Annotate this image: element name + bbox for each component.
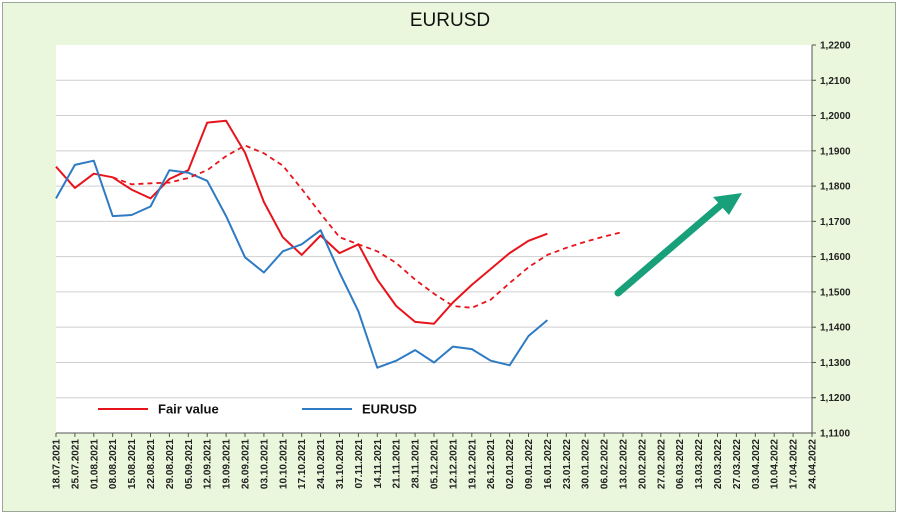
x-tick-label: 26.09.2021 [241,439,252,489]
series-line-eurusd [55,159,549,369]
y-tick-label: 1,2000 [820,111,851,122]
y-tick-label: 1,1100 [820,429,850,440]
x-tick-label: 05.12.2021 [430,439,441,489]
x-tick-label: 24.04.2022 [808,439,819,489]
y-tick-label: 1,1500 [820,287,851,298]
y-tick-label: 1,2200 [820,41,851,52]
x-axis: 18.07.2021 25.07.2021 01.08.2021 08.08.2021… [52,432,819,489]
legend: Fair value EURUSD [98,402,417,417]
x-tick-label: 26.12.2021 [486,439,497,489]
x-tick-label: 13.03.2022 [694,439,705,489]
trend-arrow [614,193,742,297]
x-tick-label: 06.02.2022 [600,439,611,489]
x-tick-label: 08.08.2021 [108,439,119,489]
x-tick-label: 10.10.2021 [278,439,289,489]
x-tick-label: 03.10.2021 [259,439,270,489]
x-tick-label: 20.02.2022 [637,439,648,489]
x-tick-label: 12.09.2021 [203,439,214,489]
series-line-fair-value [55,119,548,325]
x-tick-label: 05.09.2021 [184,439,195,489]
arrow-head [713,193,742,215]
x-tick-label: 02.01.2022 [505,439,516,489]
arrow-shaft [614,200,726,297]
y-axis: 1,1100 1,1200 1,1300 1,1400 1,1500 1,1600 1,17… [811,41,851,440]
x-tick-label: 21.11.2021 [392,439,403,489]
y-tick-label: 1,2100 [820,76,851,87]
x-tick-label: 28.11.2021 [411,439,422,489]
y-tick-label: 1,1400 [820,323,851,334]
chart-title: EURUSD [409,10,491,31]
x-tick-label: 29.08.2021 [165,439,176,489]
x-tick-label: 14.11.2021 [373,439,384,489]
x-tick-label: 24.10.2021 [316,439,327,489]
x-tick-label: 10.04.2022 [770,439,781,489]
x-tick-label: 09.01.2022 [524,439,535,489]
x-tick-label: 18.07.2021 [52,439,63,489]
legend-label: Fair value [158,402,219,417]
x-tick-label: 07.11.2021 [354,439,365,489]
y-tick-label: 1,1600 [820,252,851,263]
x-tick-label: 06.03.2022 [675,439,686,489]
x-tick-label: 17.04.2022 [789,439,800,489]
y-tick-label: 1,1700 [820,217,851,228]
plot-area [56,45,812,433]
y-tick-label: 1,1800 [820,182,851,193]
x-tick-label: 22.08.2021 [146,439,157,489]
x-tick-label: 27.03.2022 [732,439,743,489]
y-tick-label: 1,1300 [820,358,851,369]
x-tick-label: 17.10.2021 [297,439,308,489]
x-tick-label: 13.02.2022 [619,439,630,489]
x-tick-label: 19.09.2021 [222,439,233,489]
x-tick-label: 30.01.2022 [581,439,592,489]
x-tick-label: 31.10.2021 [335,439,346,489]
series-lines [55,119,624,369]
x-tick-label: 03.04.2022 [751,439,762,489]
x-tick-label: 23.01.2022 [562,439,573,489]
x-tick-label: 19.12.2021 [467,439,478,489]
y-tick-label: 1,1200 [820,393,851,404]
x-tick-label: 27.02.2022 [656,439,667,489]
x-tick-label: 12.12.2021 [448,439,459,489]
x-tick-label: 25.07.2021 [70,439,81,489]
x-tick-label: 15.08.2021 [127,439,138,489]
grid-lines [56,79,812,399]
x-tick-label: 20.03.2022 [713,439,724,489]
series-line-fair-value-forecast [112,144,624,309]
legend-label: EURUSD [362,402,417,417]
y-tick-label: 1,1900 [820,146,851,157]
x-tick-label: 01.08.2021 [89,439,100,489]
x-tick-label: 16.01.2022 [543,439,554,489]
